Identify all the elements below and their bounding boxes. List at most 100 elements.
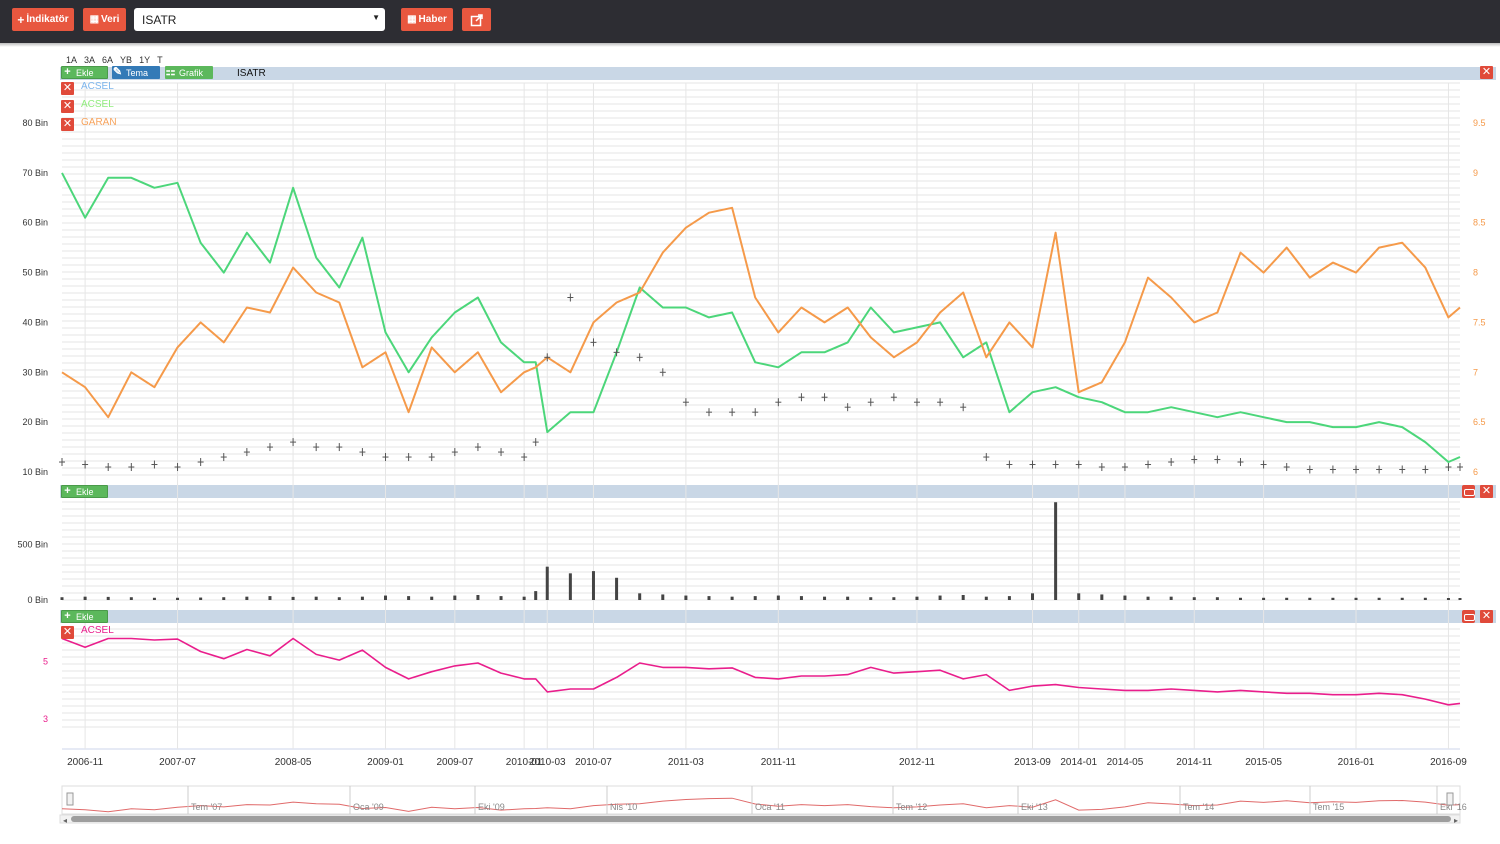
chart-type-button[interactable]: ⚏ Grafik [165,66,213,79]
remove-series-icon[interactable]: ✕ [61,118,74,131]
range-6a[interactable]: 6A [102,55,114,65]
navigator-series-line [61,797,1461,813]
data-label: Veri [101,14,120,25]
acsel-series-line [61,172,1461,463]
volume-bar [591,571,595,600]
close-volume-panel-icon[interactable]: ✕ [1480,485,1493,498]
x-axis-label: 2014-11 [1176,757,1212,768]
volume-add-button[interactable]: + Ekle [61,485,108,498]
x-axis-label: 2016-01 [1338,757,1375,768]
volume-bar [799,596,803,600]
navigator-label: Eki '13 [1021,802,1048,812]
x-axis-label: 2009-01 [367,757,404,768]
left-axis-tick: 70 Bin [22,168,48,178]
export-button[interactable] [462,8,491,31]
toolbar-shadow [0,43,1500,47]
volume-bar [1215,597,1219,600]
volume-bar [430,596,434,600]
volume-bar [83,596,87,600]
left-axis-tick: 80 Bin [22,118,48,128]
minimize-icon[interactable] [1462,485,1475,498]
theme-button[interactable]: ✎ Tema [112,66,160,79]
navigator-label: Oca '09 [353,802,384,812]
volume-bar [1169,596,1173,600]
remove-series-icon[interactable]: ✕ [61,100,74,113]
volume-bar [453,595,457,600]
volume-bar [684,595,688,600]
remove-series-icon[interactable]: ✕ [61,626,74,639]
volume-bar [1377,597,1381,600]
volume-add-label: Ekle [76,486,94,497]
volume-axis-tick: 500 Bin [17,539,48,549]
news-button[interactable]: ▦ Haber [401,8,453,31]
volume-bar [545,566,549,600]
plus-icon: + [64,485,71,497]
symbol-value: ISATR [142,13,177,27]
volume-bar [1146,596,1150,600]
left-axis-tick: 50 Bin [22,268,48,278]
volume-bar [222,597,226,600]
right-axis-tick: 6 [1473,467,1478,477]
left-axis-tick: 20 Bin [22,417,48,427]
x-axis-label: 2009-07 [436,757,473,768]
volume-bar [129,597,133,600]
data-button[interactable]: ▦ Veri [83,8,126,31]
plus-icon: + [17,12,25,27]
range-1y[interactable]: 1Y [139,55,151,65]
volume-bar [961,595,965,600]
range-3a[interactable]: 3A [84,55,96,65]
edit-icon: ✎ [112,66,123,78]
close-indicator-panel-icon[interactable]: ✕ [1480,610,1493,623]
legend-acsel-1: ACSEL [81,81,114,92]
x-axis-label: 2010-01 [506,757,543,768]
volume-bar [938,595,942,600]
navigator-handle-left[interactable] [66,792,74,806]
close-main-panel-icon[interactable]: ✕ [1480,66,1493,79]
right-axis-tick: 9 [1473,168,1478,178]
volume-bar [1238,597,1242,600]
calendar-icon: ▦ [89,14,100,25]
x-axis-label: 2011-11 [761,757,797,768]
scroll-right-icon: ▸ [1454,816,1458,825]
indicator-add-label: Ekle [76,611,94,622]
navigator-label: Tem '15 [1313,802,1344,812]
x-axis-label: 2013-09 [1014,757,1051,768]
top-toolbar: + İndikatör ▦ Veri ISATR ▼ ▦ Haber [0,0,1500,43]
volume-bar [1192,597,1196,600]
charts-svg: 2006-11 2007-07 2008-05 2009-01 2009-07 2010-… [17,67,1496,825]
volume-bar [753,596,757,600]
indicator-add-button[interactable]: + Ekle [61,610,108,623]
right-axis-tick: 6.5 [1473,417,1486,427]
volume-bar [1446,598,1450,600]
volume-bar [869,597,873,600]
volume-bar [984,596,988,600]
volume-bar [291,596,295,600]
calendar-icon: ▦ [407,14,417,25]
remove-series-icon[interactable]: ✕ [61,82,74,95]
indicator-button[interactable]: + İndikatör [12,8,74,31]
volume-bar [60,597,64,600]
minimize-icon[interactable] [1462,610,1475,623]
range-1a[interactable]: 1A [66,55,78,65]
chart-type-label: Grafik [179,67,204,78]
volume-bar [106,596,110,600]
volume-bar [1054,502,1058,600]
navigator-label: Tem '14 [1183,802,1214,812]
volume-bar [1400,597,1404,600]
range-yb[interactable]: YB [120,55,133,65]
navigator-handle-right[interactable] [1446,792,1454,806]
left-axis-tick: 40 Bin [22,317,48,327]
volume-bar [1354,597,1358,600]
theme-label: Tema [126,67,149,78]
main-add-button[interactable]: + Ekle [61,66,108,79]
volume-bar [337,597,341,600]
volume-bar [915,596,919,600]
navigator-label: Nis '10 [610,802,637,812]
symbol-select[interactable]: ISATR ▼ [134,8,385,31]
volume-bar [1423,597,1427,600]
right-axis-tick: 8.5 [1473,218,1486,228]
scrollbar-thumb[interactable] [71,816,1451,822]
plus-icon: + [64,610,71,622]
main-panel-header [60,67,1496,80]
range-t[interactable]: T [157,55,163,65]
